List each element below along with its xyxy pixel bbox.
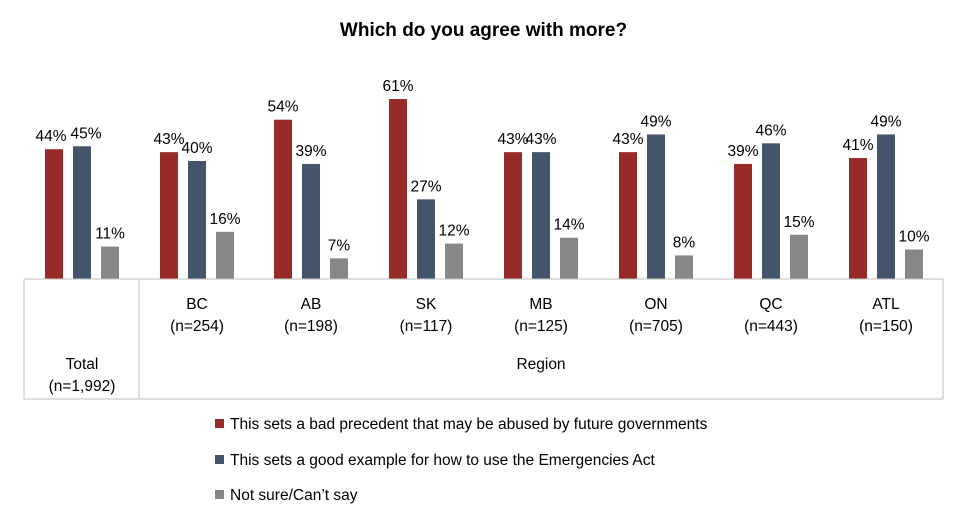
bar-not-sure-qc: [790, 234, 808, 279]
value-label-bad-precedent-on: 43%: [612, 131, 643, 148]
category-sample-size-mb: (n=125): [514, 318, 568, 335]
legend-item-not-sure: Not sure/Can’t say: [215, 487, 358, 505]
category-label-mb: MB: [529, 296, 552, 313]
value-label-good-example-atl: 49%: [870, 113, 901, 130]
legend-swatch-bad-precedent: [215, 419, 224, 428]
value-label-bad-precedent-mb: 43%: [497, 131, 528, 148]
bar-not-sure-atl: [905, 249, 923, 279]
category-label-bc: BC: [186, 296, 208, 313]
value-label-good-example-on: 49%: [640, 113, 671, 130]
region-label: Region: [516, 356, 565, 373]
legend-item-good-example: This sets a good example for how to use …: [215, 452, 655, 470]
legend-swatch-not-sure: [215, 490, 224, 499]
category-sample-size-total: (n=1,992): [49, 378, 116, 395]
bar-good-example-atl: [877, 134, 895, 279]
category-axis-table: [23, 278, 944, 400]
value-label-good-example-sk: 27%: [410, 178, 441, 195]
value-label-bad-precedent-bc: 43%: [153, 131, 184, 148]
category-sample-size-qc: (n=443): [744, 318, 798, 335]
value-label-not-sure-total: 11%: [95, 226, 125, 243]
category-label-ab: AB: [301, 296, 322, 313]
value-label-good-example-total: 45%: [70, 125, 101, 142]
value-label-bad-precedent-qc: 39%: [727, 143, 758, 160]
category-sample-size-on: (n=705): [629, 318, 683, 335]
bar-good-example-bc: [188, 161, 206, 279]
bar-good-example-mb: [532, 152, 550, 279]
value-label-not-sure-ab: 7%: [328, 237, 351, 254]
value-label-bad-precedent-total: 44%: [35, 128, 66, 145]
value-label-not-sure-sk: 12%: [438, 223, 469, 240]
category-labels-layer: Total (n=1,992) BC (n=254) AB (n=198) SK (n=117…: [49, 296, 913, 395]
bar-good-example-ab: [302, 163, 320, 279]
category-label-total: Total: [66, 356, 99, 373]
bar-not-sure-total: [101, 246, 119, 279]
value-label-good-example-ab: 39%: [295, 143, 326, 160]
category-sample-size-sk: (n=117): [400, 318, 453, 335]
legend-swatch-good-example: [215, 455, 224, 464]
bar-not-sure-ab: [330, 258, 348, 279]
bar-bad-precedent-bc: [160, 152, 178, 279]
bar-bad-precedent-on: [619, 152, 637, 279]
bars-layer: [45, 99, 923, 279]
value-labels-layer: 44% 43%54%61%43% 43%39% 41%45%40% 39%27%43%4…: [35, 78, 929, 254]
value-label-bad-precedent-sk: 61%: [382, 78, 413, 95]
chart-title: Which do you agree with more?: [339, 20, 628, 41]
bar-bad-precedent-qc: [734, 163, 752, 279]
category-sample-size-atl: (n=150): [859, 318, 913, 335]
value-label-good-example-qc: 46%: [755, 122, 786, 139]
bar-bad-precedent-sk: [389, 99, 407, 279]
bar-not-sure-on: [675, 255, 693, 279]
bar-good-example-qc: [762, 143, 780, 279]
bar-not-sure-mb: [560, 237, 578, 279]
bar-not-sure-sk: [445, 243, 463, 279]
category-label-qc: QC: [759, 296, 782, 313]
bar-bad-precedent-ab: [274, 119, 292, 279]
value-label-not-sure-qc: 15%: [783, 214, 814, 231]
value-label-bad-precedent-atl: 41%: [842, 137, 873, 154]
bar-not-sure-bc: [216, 231, 234, 279]
category-sample-size-ab: (n=198): [284, 318, 338, 335]
bar-bad-precedent-atl: [849, 158, 867, 279]
legend-item-bad-precedent: This sets a bad precedent that may be ab…: [215, 416, 707, 434]
category-label-sk: SK: [416, 296, 437, 313]
category-label-on: ON: [644, 296, 667, 313]
value-label-bad-precedent-ab: 54%: [267, 99, 298, 116]
bar-bad-precedent-mb: [504, 152, 522, 279]
legend-label-bad-precedent: This sets a bad precedent that may be ab…: [230, 416, 708, 433]
bar-good-example-total: [73, 146, 91, 279]
category-label-atl: ATL: [872, 296, 900, 313]
value-label-not-sure-mb: 14%: [553, 217, 584, 234]
legend-label-good-example: This sets a good example for how to use …: [230, 452, 655, 469]
value-label-not-sure-atl: 10%: [898, 229, 929, 246]
value-label-not-sure-bc: 16%: [209, 211, 240, 228]
legend-label-not-sure: Not sure/Can’t say: [230, 487, 358, 504]
bar-good-example-on: [647, 134, 665, 279]
value-label-not-sure-on: 8%: [673, 234, 696, 251]
bar-bad-precedent-total: [45, 149, 63, 279]
value-label-good-example-mb: 43%: [525, 131, 556, 148]
value-label-good-example-bc: 40%: [181, 140, 212, 157]
category-sample-size-bc: (n=254): [170, 318, 224, 335]
bar-good-example-sk: [417, 199, 435, 279]
